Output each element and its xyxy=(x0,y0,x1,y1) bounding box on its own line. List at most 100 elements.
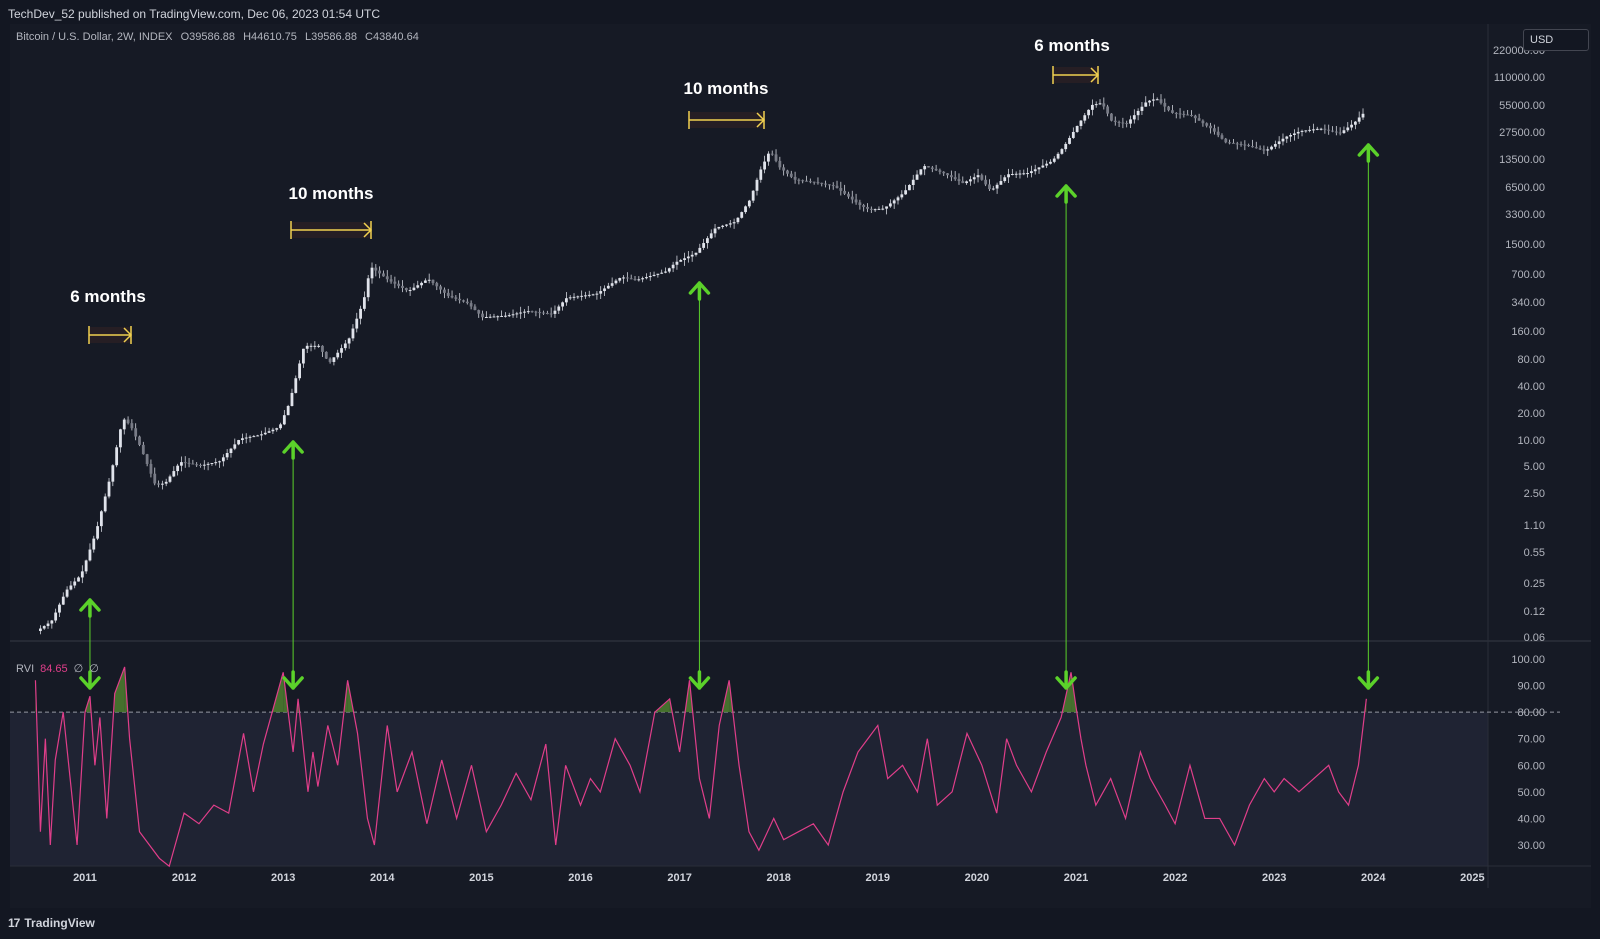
candle-body xyxy=(747,200,751,207)
candle-body xyxy=(1056,153,1060,159)
candle-body xyxy=(526,311,530,313)
rvi-value: 84.65 xyxy=(40,663,68,675)
candle-body xyxy=(507,315,511,317)
candle-body xyxy=(157,483,160,485)
candle-body xyxy=(214,462,218,464)
price-tick-label: 13500.00 xyxy=(1499,154,1545,166)
price-tick-label: 20.00 xyxy=(1517,408,1545,420)
year-label: 2013 xyxy=(271,872,295,884)
year-label: 2025 xyxy=(1460,872,1484,884)
candle-body xyxy=(980,175,984,180)
candle-body xyxy=(725,224,728,226)
candle-body xyxy=(614,280,618,284)
up-arrow-icon xyxy=(79,598,101,618)
duration-label: 6 months xyxy=(1034,36,1110,55)
candle-body xyxy=(1258,148,1262,150)
rvi-legend[interactable]: RVI 84.65 ∅ ∅ xyxy=(16,662,99,675)
price-tick-label: 2.50 xyxy=(1524,488,1545,500)
candle-body xyxy=(545,313,549,315)
candle-body xyxy=(111,465,115,482)
candle-body xyxy=(267,431,271,433)
top-bar: TechDev_52 published on TradingView.com,… xyxy=(0,0,1600,24)
currency-button[interactable]: USD xyxy=(1523,29,1589,51)
up-arrow-icon xyxy=(688,281,711,301)
candle-body xyxy=(195,464,199,466)
rvi-na-1: ∅ xyxy=(73,663,84,675)
candle-body xyxy=(862,205,866,207)
candle-body xyxy=(504,315,507,317)
candle-body xyxy=(801,180,805,182)
candle-body xyxy=(302,348,305,364)
tradingview-logo[interactable]: 17 TradingView xyxy=(8,916,95,930)
candle-body xyxy=(816,182,820,184)
candle-body xyxy=(1277,141,1281,145)
candle-body xyxy=(408,290,412,292)
candle-body xyxy=(648,275,652,278)
candle-body xyxy=(1254,147,1258,149)
candle-body xyxy=(233,444,237,449)
year-label: 2011 xyxy=(73,872,97,884)
candle-body xyxy=(336,352,340,358)
price-tick-label: 1500.00 xyxy=(1505,239,1545,251)
candle-body xyxy=(260,434,263,436)
candle-body xyxy=(1293,133,1296,135)
candle-body xyxy=(919,169,923,175)
candle-body xyxy=(694,252,698,255)
candle-body xyxy=(976,175,980,178)
candle-body xyxy=(938,170,942,172)
candle-body xyxy=(1007,174,1010,178)
candle-body xyxy=(385,276,389,280)
candle-body xyxy=(1312,129,1315,131)
up-arrow-icon xyxy=(282,440,304,460)
candle-body xyxy=(1083,115,1087,121)
candle-body xyxy=(866,206,869,209)
candle-body xyxy=(511,314,515,316)
candle-body xyxy=(271,429,275,432)
candle-body xyxy=(443,289,446,293)
rvi-tick-label: 40.00 xyxy=(1517,813,1545,825)
candle-body xyxy=(763,161,766,170)
candle-body xyxy=(393,281,397,284)
candle-body xyxy=(1098,103,1102,105)
candle-body xyxy=(1136,110,1140,116)
rvi-tick-label: 100.00 xyxy=(1511,654,1545,666)
candle-body xyxy=(1178,113,1182,115)
candle-body xyxy=(130,423,134,429)
candle-body xyxy=(1045,163,1049,166)
candle-body xyxy=(248,436,252,438)
candle-body xyxy=(1216,131,1220,136)
candle-body xyxy=(1182,113,1186,115)
candle-body xyxy=(1144,102,1148,107)
candle-body xyxy=(1049,161,1052,164)
candle-body xyxy=(439,286,443,290)
candle-body xyxy=(374,267,378,271)
price-tick-label: 1.10 xyxy=(1524,520,1545,532)
candle-body xyxy=(858,202,862,206)
candle-body xyxy=(149,463,153,474)
down-arrow-icon xyxy=(1357,670,1380,690)
candle-body xyxy=(500,315,504,317)
candle-body xyxy=(340,348,343,353)
candle-body xyxy=(382,273,385,277)
candle-body xyxy=(580,295,584,297)
candle-body xyxy=(1319,128,1323,130)
candle-body xyxy=(1033,169,1037,172)
candle-body xyxy=(965,181,969,184)
candle-body xyxy=(991,188,995,190)
candle-body xyxy=(690,254,694,257)
price-tick-label: 340.00 xyxy=(1511,297,1545,309)
candle-body xyxy=(1060,149,1064,154)
rvi-tick-label: 70.00 xyxy=(1517,734,1545,746)
candle-body xyxy=(397,283,401,286)
candle-body xyxy=(1353,121,1357,125)
candle-body xyxy=(126,419,130,424)
candle-body xyxy=(542,312,545,314)
candle-body xyxy=(39,628,42,632)
candle-body xyxy=(827,184,831,186)
rvi-zone xyxy=(10,712,1488,866)
candle-body xyxy=(210,462,214,464)
candle-body xyxy=(282,415,286,425)
candle-body xyxy=(362,297,366,309)
candle-body xyxy=(908,184,911,191)
